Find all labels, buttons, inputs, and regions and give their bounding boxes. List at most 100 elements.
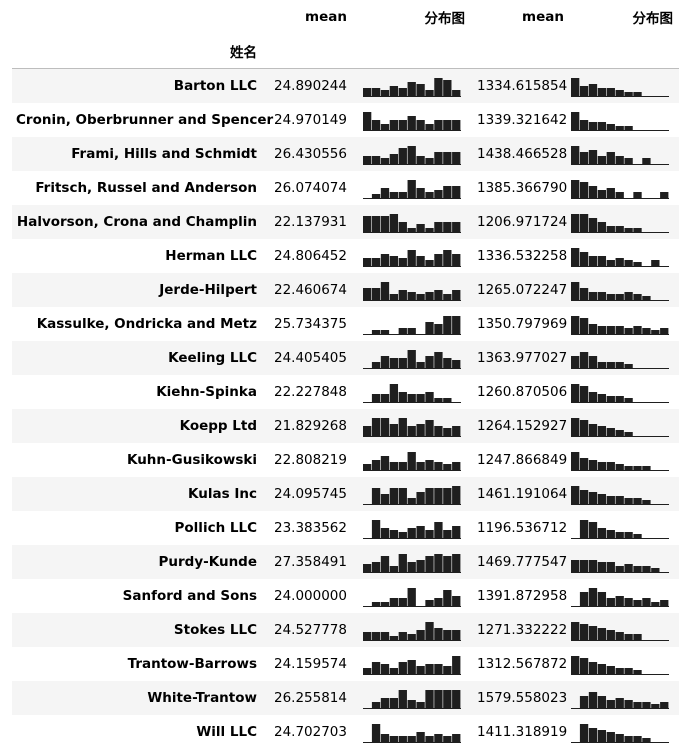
histogram-bar bbox=[380, 555, 390, 572]
histogram-bar bbox=[633, 633, 642, 640]
histogram-bar bbox=[452, 689, 461, 708]
table-row: Sanford and Sons 24.000000 1391.872958 bbox=[12, 578, 679, 613]
histogram-bar bbox=[571, 179, 580, 198]
histogram-bar bbox=[389, 487, 399, 504]
histogram-bar bbox=[416, 187, 425, 198]
histogram-bar bbox=[651, 601, 660, 606]
distribution-sparkline bbox=[363, 451, 461, 471]
histogram-bar bbox=[579, 385, 589, 402]
histogram-bar bbox=[407, 735, 416, 742]
histogram-bar bbox=[398, 191, 407, 198]
histogram-bar bbox=[425, 599, 434, 606]
distribution-cell-1 bbox=[353, 103, 471, 137]
table-row: White-Trantow 26.255814 1579.558023 bbox=[12, 680, 679, 715]
histogram-bar bbox=[407, 633, 416, 640]
histogram-bar bbox=[371, 155, 381, 164]
histogram-bar bbox=[398, 87, 407, 96]
histogram-bar bbox=[624, 291, 633, 300]
histogram-bar bbox=[380, 455, 390, 470]
histogram-bar bbox=[579, 119, 589, 130]
histogram-bar bbox=[597, 493, 607, 504]
histogram-bar bbox=[371, 723, 381, 742]
histogram-bar bbox=[371, 631, 381, 640]
distribution-sparkline bbox=[363, 213, 461, 233]
styled-dataframe: mean 分布图 mean 分布图 姓名 Barton LLC 24.890244… bbox=[12, 0, 679, 749]
histogram-bar bbox=[371, 661, 381, 674]
histogram-bar bbox=[615, 531, 624, 538]
histogram-bar bbox=[452, 315, 461, 334]
histogram-bar bbox=[389, 423, 399, 436]
column-header-row: mean 分布图 mean 分布图 bbox=[12, 0, 679, 34]
distribution-sparkline bbox=[571, 621, 669, 641]
distribution-cell-1 bbox=[353, 273, 471, 307]
histogram-bar bbox=[588, 491, 598, 504]
mean-cell-1: 26.255814 bbox=[273, 689, 347, 706]
mean-cell-2: 1334.615854 bbox=[477, 77, 568, 94]
distribution-cell-1 bbox=[353, 681, 471, 715]
histogram-bar bbox=[615, 697, 624, 708]
histogram-bar bbox=[633, 497, 642, 504]
histogram-bar bbox=[443, 689, 452, 708]
row-name-cell: Sanford and Sons bbox=[122, 587, 257, 604]
histogram-bar bbox=[624, 497, 633, 504]
histogram-bar bbox=[389, 529, 399, 538]
mean-cell-1: 24.405405 bbox=[273, 349, 347, 366]
histogram-bar bbox=[434, 253, 443, 266]
histogram-bar bbox=[615, 257, 624, 266]
histogram-bar bbox=[615, 463, 624, 470]
distribution-cell-2 bbox=[570, 239, 679, 273]
mean-cell-2: 1461.191064 bbox=[477, 485, 568, 502]
histogram-bar bbox=[588, 83, 598, 96]
histogram-bar bbox=[597, 663, 607, 674]
distribution-cell-1 bbox=[353, 205, 471, 239]
histogram-bar bbox=[597, 561, 607, 572]
mean-cell-2: 1312.567872 bbox=[477, 655, 568, 672]
histogram-bar bbox=[380, 697, 390, 708]
histogram-bar bbox=[389, 597, 399, 606]
histogram-bar bbox=[571, 559, 580, 572]
table-row: Stokes LLC 24.527778 1271.332222 bbox=[12, 612, 679, 647]
histogram-bar bbox=[371, 601, 381, 606]
table-row: Cronin, Oberbrunner and Spencer 24.970149… bbox=[12, 102, 679, 137]
distribution-cell-1 bbox=[353, 715, 471, 749]
distribution-cell-1 bbox=[353, 375, 471, 409]
histogram-bar bbox=[371, 519, 381, 538]
distribution-sparkline bbox=[363, 417, 461, 437]
mean-cell-1: 24.527778 bbox=[273, 621, 347, 638]
histogram-bar bbox=[425, 321, 434, 334]
table-row: Kiehn-Spinka 22.227848 1260.870506 bbox=[12, 374, 679, 409]
histogram-bar bbox=[588, 185, 598, 198]
index-name-header: 姓名 bbox=[230, 45, 257, 61]
histogram-bar bbox=[425, 157, 434, 164]
distribution-cell-2 bbox=[570, 715, 679, 749]
histogram-bar bbox=[398, 689, 407, 708]
distribution-cell-2 bbox=[570, 103, 679, 137]
mean-cell-2: 1391.872958 bbox=[477, 587, 568, 604]
histogram-bar bbox=[597, 221, 607, 232]
table-row: Kulas Inc 24.095745 1461.191064 bbox=[12, 476, 679, 511]
histogram-bar bbox=[452, 289, 461, 300]
distribution-sparkline bbox=[363, 349, 461, 369]
histogram-bar bbox=[380, 493, 390, 504]
blank-corner-header bbox=[12, 0, 263, 34]
histogram-bar bbox=[443, 357, 452, 368]
distribution-cell-1 bbox=[353, 409, 471, 443]
histogram-bar bbox=[407, 497, 416, 504]
distribution-sparkline bbox=[571, 691, 669, 709]
histogram-bar bbox=[615, 495, 624, 504]
histogram-bar bbox=[416, 223, 425, 232]
distribution-sparkline bbox=[571, 559, 669, 573]
histogram-bar bbox=[651, 259, 660, 266]
histogram-bar bbox=[642, 701, 651, 708]
histogram-bar bbox=[606, 151, 615, 164]
histogram-bar bbox=[452, 119, 461, 130]
mean-cell-2: 1196.536712 bbox=[477, 519, 568, 536]
mean-cell-2: 1264.152927 bbox=[477, 417, 568, 434]
histogram-bar bbox=[452, 221, 461, 232]
table-row: Trantow-Barrows 24.159574 1312.567872 bbox=[12, 646, 679, 681]
row-name-cell: Will LLC bbox=[196, 723, 257, 740]
histogram-bar bbox=[380, 393, 390, 402]
mean-cell-1: 22.227848 bbox=[273, 383, 347, 400]
distribution-cell-1 bbox=[353, 239, 471, 273]
histogram-bar bbox=[660, 191, 669, 198]
